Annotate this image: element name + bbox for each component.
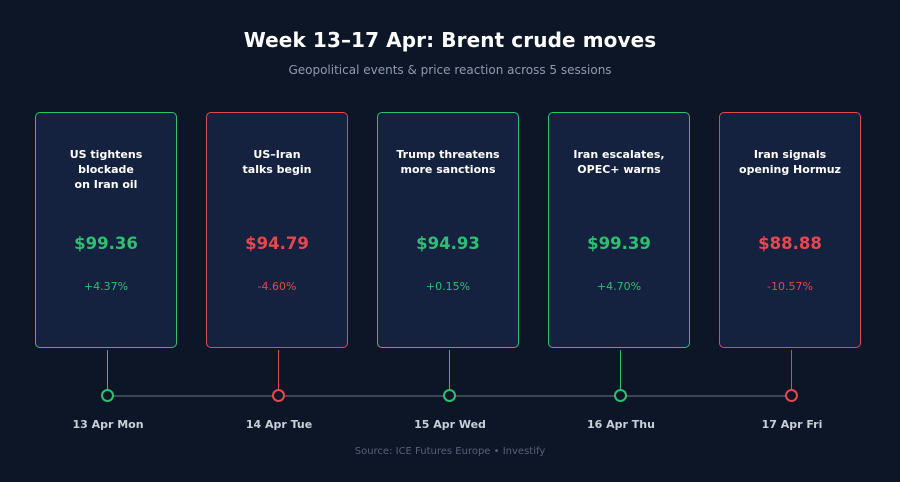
event-card-thu: Iran escalates, OPEC+ warns $99.39 +4.70… bbox=[548, 112, 690, 348]
event-price: $99.39 bbox=[587, 234, 651, 253]
timeline-dot bbox=[443, 389, 456, 402]
source-note: Source: ICE Futures Europe • Investify bbox=[354, 446, 546, 457]
day-label: 15 Apr Wed bbox=[414, 418, 486, 431]
event-card-fri: Iran signals opening Hormuz $88.88 -10.5… bbox=[719, 112, 861, 348]
event-price: $94.93 bbox=[416, 234, 480, 253]
timeline-dot bbox=[272, 389, 285, 402]
event-price: $94.79 bbox=[245, 234, 309, 253]
event-card-tue: US–Iran talks begin $94.79 -4.60% bbox=[206, 112, 348, 348]
timeline-connector bbox=[449, 350, 450, 390]
page-title: Week 13–17 Apr: Brent crude moves bbox=[243, 28, 657, 52]
day-label: 13 Apr Mon bbox=[72, 418, 144, 431]
event-change: -4.60% bbox=[257, 280, 297, 293]
event-change: +4.70% bbox=[596, 280, 642, 293]
day-label: 14 Apr Tue bbox=[245, 418, 313, 431]
event-change: +4.37% bbox=[83, 280, 129, 293]
event-headline: Iran signals opening Hormuz bbox=[739, 148, 841, 176]
timeline-dot bbox=[101, 389, 114, 402]
event-headline: Trump threatens more sanctions bbox=[396, 148, 500, 176]
day-label: 17 Apr Fri bbox=[761, 418, 823, 431]
day-label: 16 Apr Thu bbox=[587, 418, 655, 431]
page-subtitle: Geopolitical events & price reaction acr… bbox=[288, 63, 612, 77]
event-change: -10.57% bbox=[767, 280, 813, 293]
event-headline: US tightens blockade on Iran oil bbox=[69, 148, 143, 191]
timeline-connector bbox=[278, 350, 279, 390]
timeline-connector bbox=[620, 350, 621, 390]
event-price: $88.88 bbox=[758, 234, 822, 253]
event-card-mon: US tightens blockade on Iran oil $99.36 … bbox=[35, 112, 177, 348]
timeline-dot bbox=[614, 389, 627, 402]
event-price: $99.36 bbox=[74, 234, 138, 253]
timeline-connector bbox=[107, 350, 108, 390]
event-headline: Iran escalates, OPEC+ warns bbox=[573, 148, 665, 176]
event-card-wed: Trump threatens more sanctions $94.93 +0… bbox=[377, 112, 519, 348]
event-change: +0.15% bbox=[425, 280, 471, 293]
timeline-connector bbox=[791, 350, 792, 390]
event-headline: US–Iran talks begin bbox=[242, 148, 312, 176]
timeline-dot bbox=[785, 389, 798, 402]
